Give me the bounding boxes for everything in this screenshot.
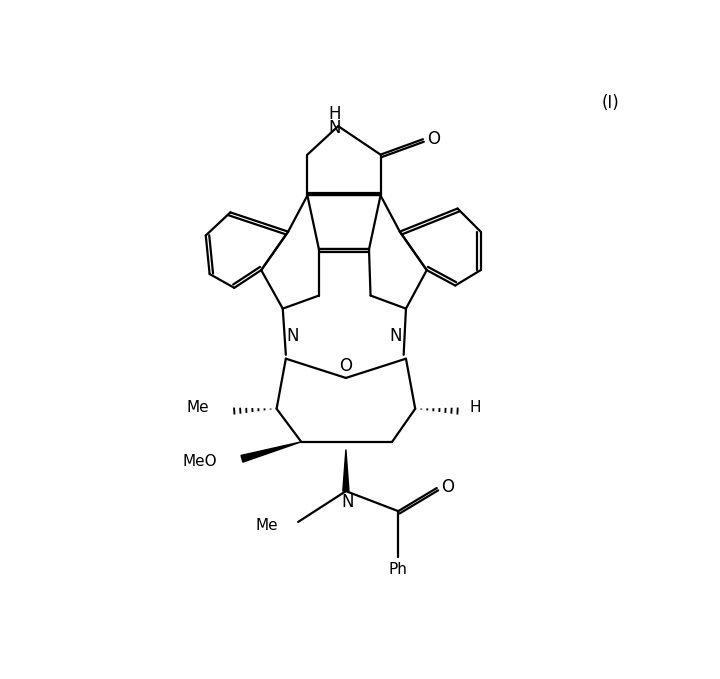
Polygon shape — [241, 442, 301, 462]
Text: Me: Me — [256, 518, 278, 533]
Text: H: H — [329, 105, 341, 123]
Text: N: N — [287, 327, 299, 344]
Text: H: H — [469, 401, 481, 416]
Text: O: O — [427, 130, 440, 148]
Polygon shape — [343, 449, 349, 491]
Text: N: N — [341, 493, 354, 511]
Text: N: N — [390, 327, 402, 344]
Text: Ph: Ph — [389, 562, 408, 577]
Text: O: O — [441, 477, 454, 496]
Text: O: O — [339, 356, 352, 375]
Text: (I): (I) — [601, 94, 619, 112]
Text: MeO: MeO — [183, 454, 217, 469]
Text: Me: Me — [187, 401, 210, 416]
Text: N: N — [329, 119, 341, 136]
